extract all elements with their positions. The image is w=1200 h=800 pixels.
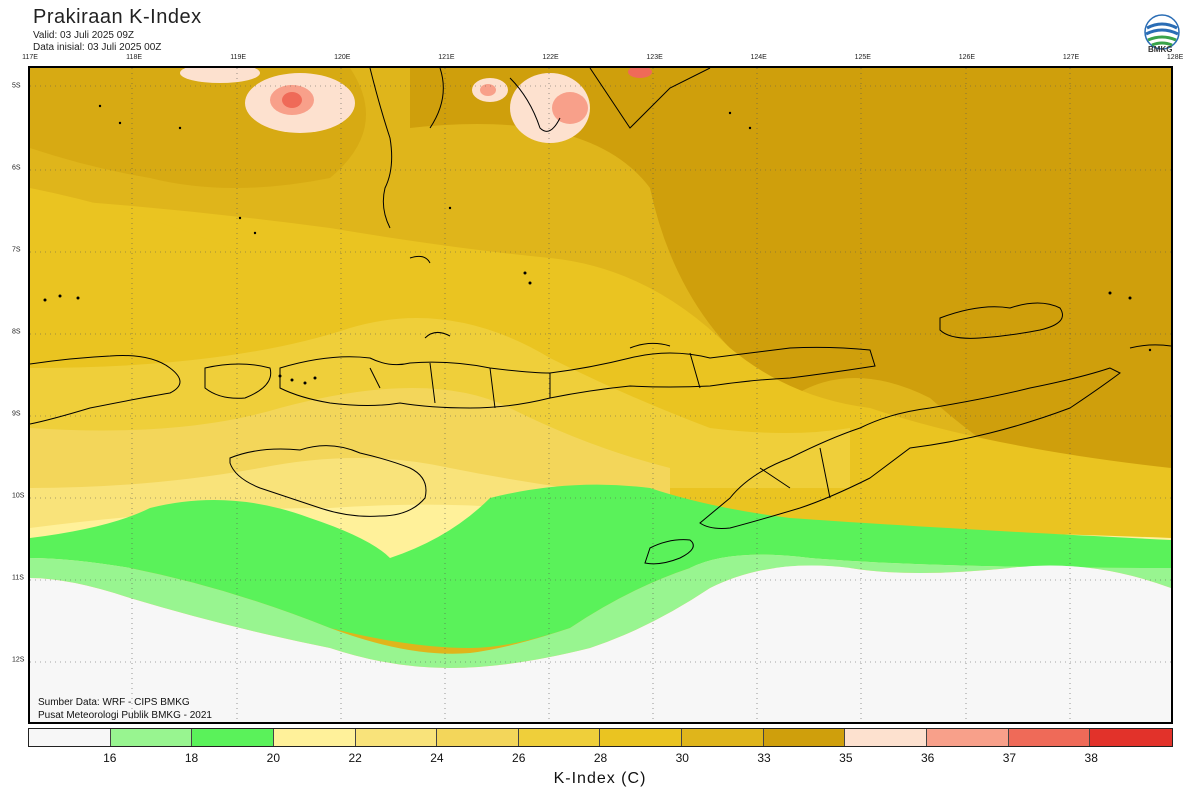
colorbar-cell xyxy=(192,729,274,746)
lon-label: 124E xyxy=(750,54,767,61)
colorbar-cell xyxy=(437,729,519,746)
k-index-map xyxy=(28,66,1173,724)
publisher-text: Pusat Meteorologi Publik BMKG - 2021 xyxy=(38,710,212,721)
colorbar-cell xyxy=(1008,729,1091,746)
initial-time: Data inisial: 03 Juli 2025 00Z xyxy=(33,42,162,53)
colorbar-cell xyxy=(763,729,846,746)
colorbar-tick: 22 xyxy=(348,751,362,765)
colorbar-tick: 28 xyxy=(593,751,608,765)
lat-label: 12S xyxy=(12,656,25,664)
lon-label: 125E xyxy=(854,54,871,61)
colorbar-tick: 30 xyxy=(675,751,689,765)
colorbar-tick: 36 xyxy=(920,751,935,765)
map-canvas xyxy=(30,68,1171,722)
colorbar-tick: 38 xyxy=(1084,751,1098,765)
colorbar-cell xyxy=(1090,729,1172,746)
colorbar-title: K-Index (C) xyxy=(553,770,647,787)
lon-label: 127E xyxy=(1062,54,1080,61)
colorbar-cell xyxy=(110,729,193,746)
lat-label: 9S xyxy=(12,410,21,418)
lon-label: 128E xyxy=(1166,54,1184,61)
colorbar-cell xyxy=(273,729,356,746)
lon-label: 126E xyxy=(958,54,976,61)
lat-label: 11S xyxy=(12,574,24,582)
colorbar-tick: 37 xyxy=(1002,751,1017,765)
lon-label: 122E xyxy=(542,54,559,61)
lat-label: 8S xyxy=(12,328,21,336)
lon-label: 117E xyxy=(22,54,38,61)
colorbar-cell xyxy=(29,729,111,746)
valid-time: Valid: 03 Juli 2025 09Z xyxy=(33,30,134,41)
map-title: Prakiraan K-Index xyxy=(33,6,202,28)
lat-label: 7S xyxy=(12,246,21,254)
lat-label: 5S xyxy=(12,82,21,90)
lon-label: 123E xyxy=(646,54,663,61)
source-text: Sumber Data: WRF - CIPS BMKG xyxy=(38,697,190,708)
colorbar xyxy=(28,728,1173,747)
logo-text: BMKG xyxy=(1148,45,1173,54)
colorbar-cell xyxy=(600,729,683,746)
colorbar-cell xyxy=(845,729,928,746)
lat-label: 6S xyxy=(12,164,21,172)
colorbar-cell xyxy=(355,729,438,746)
colorbar-cell xyxy=(682,729,764,746)
colorbar-cell xyxy=(518,729,601,746)
lon-label: 119E xyxy=(230,54,247,61)
colorbar-tick: 24 xyxy=(430,751,444,765)
colorbar-tick: 26 xyxy=(512,751,526,765)
lat-label: 10S xyxy=(12,492,25,500)
lon-label: 120E xyxy=(334,54,351,61)
lon-label: 118E xyxy=(126,54,143,61)
colorbar-tick: 33 xyxy=(757,751,771,765)
bmkg-logo-icon xyxy=(1144,14,1180,50)
colorbar-tick: 16 xyxy=(103,751,117,765)
lon-label: 121E xyxy=(438,54,455,61)
colorbar-tick: 20 xyxy=(266,751,281,765)
colorbar-tick: 35 xyxy=(839,751,853,765)
colorbar-cell xyxy=(927,729,1009,746)
colorbar-tick: 18 xyxy=(184,751,199,765)
